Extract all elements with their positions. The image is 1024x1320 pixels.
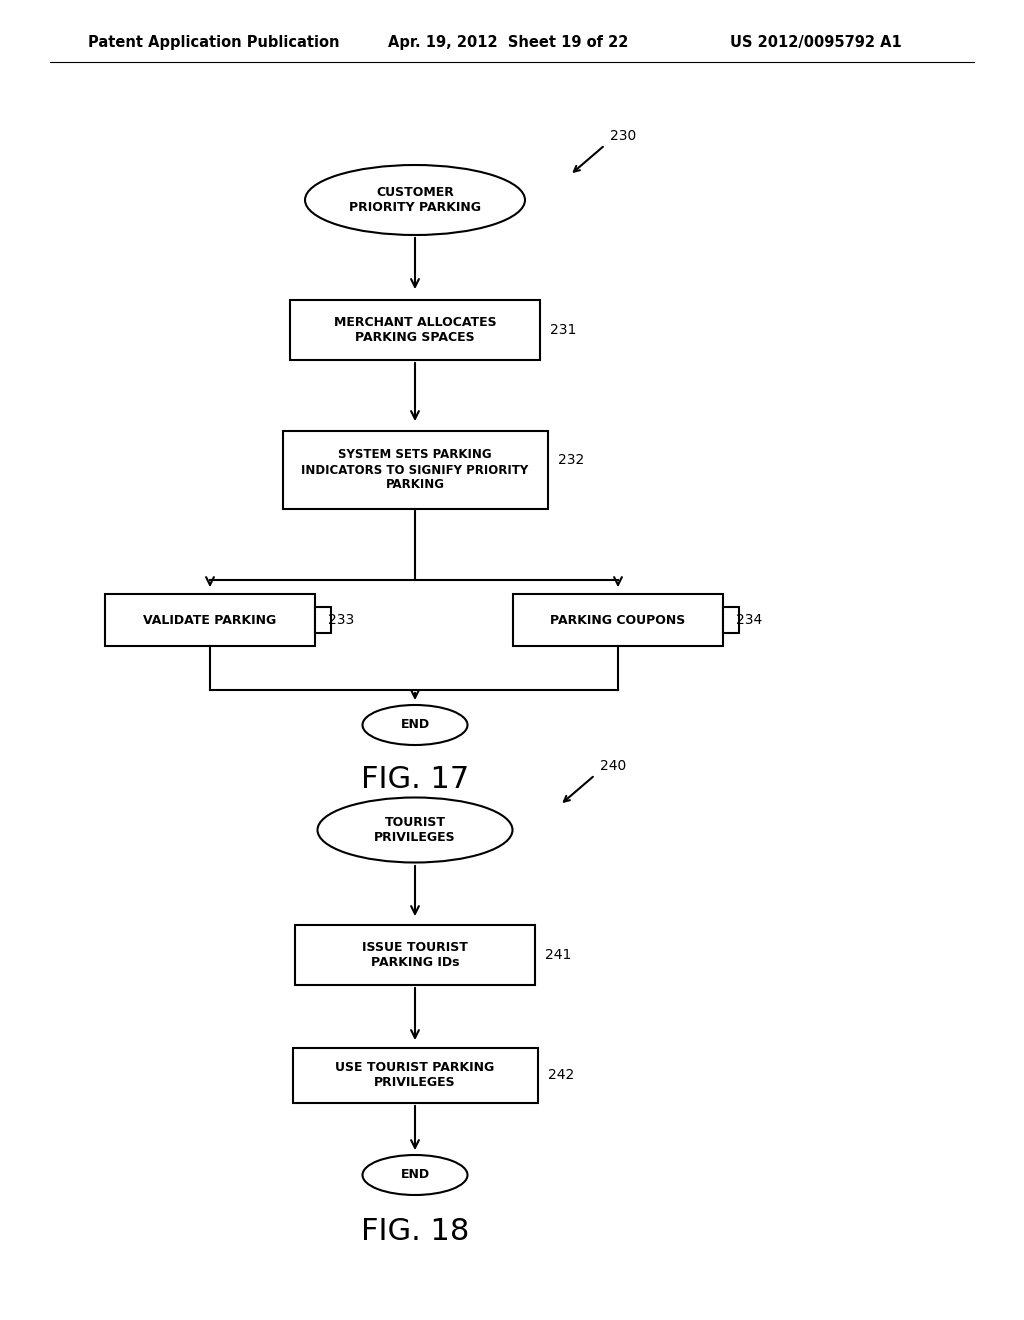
Ellipse shape [305,165,525,235]
Text: Apr. 19, 2012  Sheet 19 of 22: Apr. 19, 2012 Sheet 19 of 22 [388,34,629,49]
Text: 233: 233 [328,612,354,627]
Text: 230: 230 [610,129,636,143]
Bar [283,432,548,510]
Text: END: END [400,1168,429,1181]
Text: 232: 232 [558,453,585,467]
Text: Patent Application Publication: Patent Application Publication [88,34,340,49]
Text: 240: 240 [600,759,627,774]
Bar [290,300,540,360]
Text: VALIDATE PARKING: VALIDATE PARKING [143,614,276,627]
Text: TOURIST
PRIVILEGES: TOURIST PRIVILEGES [374,816,456,843]
Text: US 2012/0095792 A1: US 2012/0095792 A1 [730,34,902,49]
Text: 234: 234 [736,612,762,627]
Text: FIG. 18: FIG. 18 [360,1217,469,1246]
Text: MERCHANT ALLOCATES
PARKING SPACES: MERCHANT ALLOCATES PARKING SPACES [334,315,497,345]
Bar [105,594,315,645]
Text: USE TOURIST PARKING
PRIVILEGES: USE TOURIST PARKING PRIVILEGES [336,1061,495,1089]
Text: 231: 231 [550,323,577,337]
Text: 242: 242 [548,1068,574,1082]
Ellipse shape [362,705,468,744]
Ellipse shape [362,1155,468,1195]
Bar [315,607,331,634]
Bar [723,607,739,634]
Text: 241: 241 [545,948,571,962]
Bar [295,925,535,985]
Text: END: END [400,718,429,731]
Ellipse shape [317,797,512,862]
Text: PARKING COUPONS: PARKING COUPONS [550,614,686,627]
Text: CUSTOMER
PRIORITY PARKING: CUSTOMER PRIORITY PARKING [349,186,481,214]
Text: SYSTEM SETS PARKING
INDICATORS TO SIGNIFY PRIORITY
PARKING: SYSTEM SETS PARKING INDICATORS TO SIGNIF… [301,449,528,491]
Bar [513,594,723,645]
Text: FIG. 17: FIG. 17 [360,766,469,795]
Text: ISSUE TOURIST
PARKING IDs: ISSUE TOURIST PARKING IDs [362,941,468,969]
Bar [293,1048,538,1102]
